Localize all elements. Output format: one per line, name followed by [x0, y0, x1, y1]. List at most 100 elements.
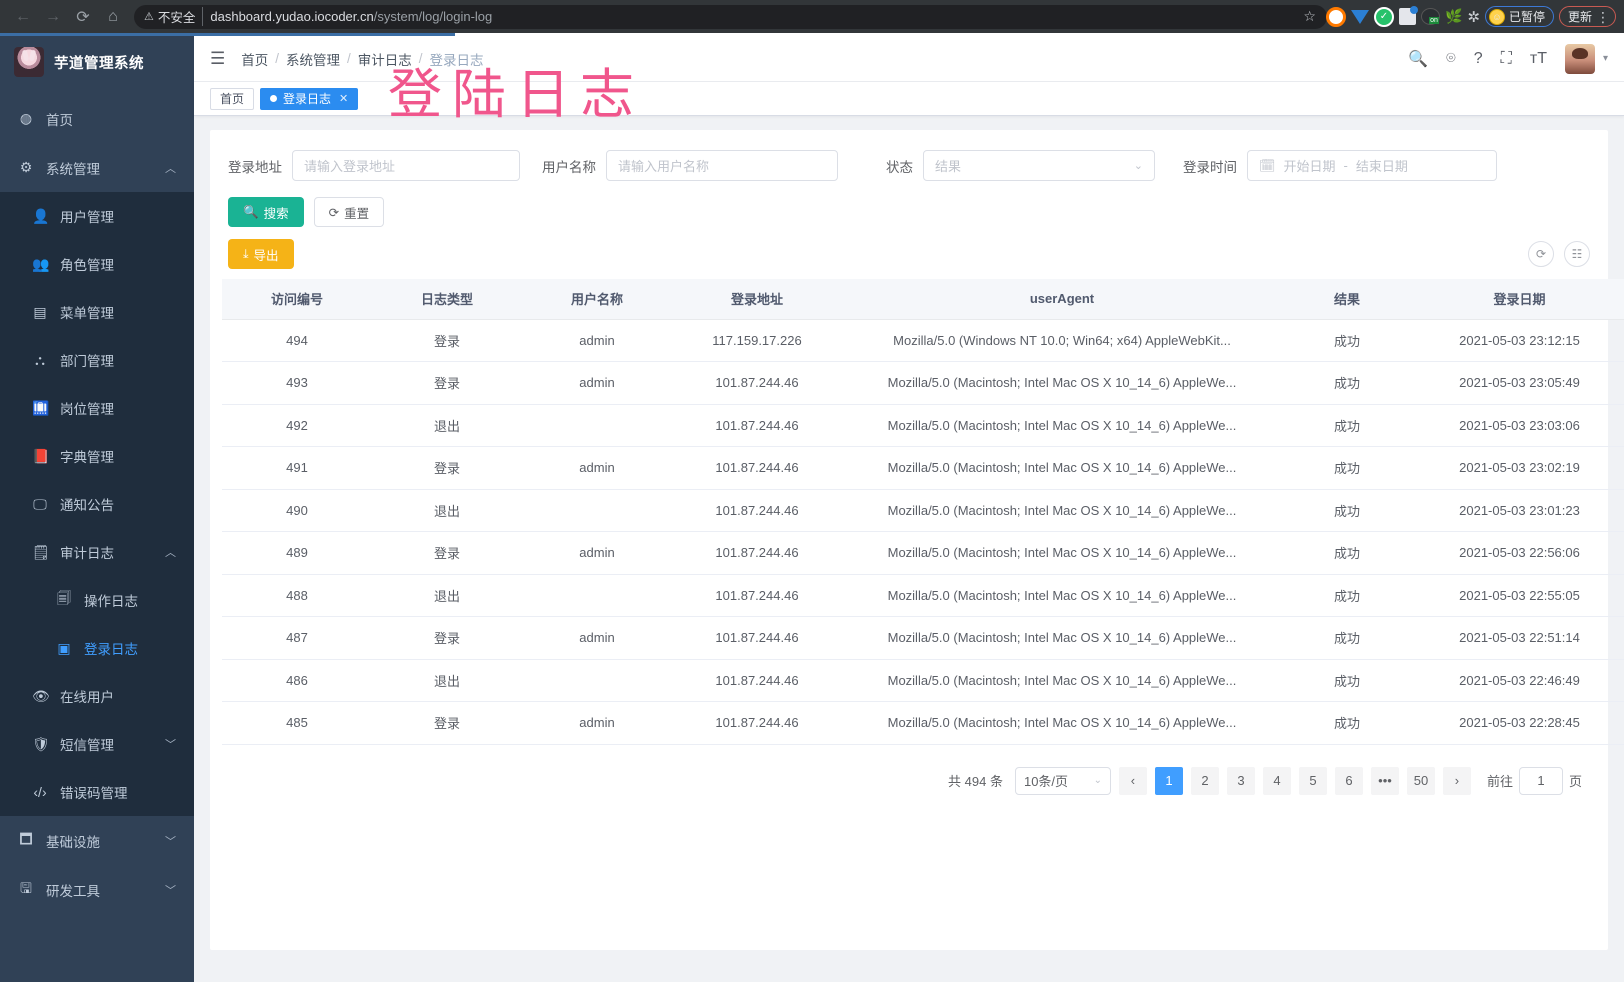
security-label: 不安全: [158, 7, 204, 26]
department-icon: ⛬: [35, 351, 45, 368]
sidebar-item-infrastructure[interactable]: 🗖 基础设施 ﹀: [0, 816, 194, 865]
page-size-select[interactable]: 10条/页 ⌄: [1014, 766, 1111, 795]
sidebar-item-label: 审计日志: [60, 546, 114, 561]
address-bar[interactable]: ⚠ 不安全 dashboard.yudao.iocoder.cn/system/…: [134, 4, 1328, 29]
extension-green-check-icon[interactable]: ✓: [1373, 6, 1394, 27]
sidebar-item-post-mgmt[interactable]: 🛄 岗位管理: [0, 384, 194, 432]
cell-result: 成功: [1282, 361, 1412, 405]
pagination-page-2[interactable]: 2: [1190, 766, 1219, 795]
pagination-page-1[interactable]: 1: [1154, 766, 1183, 795]
table-row[interactable]: 492 退出 101.87.244.46 Mozilla/5.0 (Macintosh…: [222, 404, 1624, 447]
cell-date: 2021-05-03 23:02:19: [1412, 446, 1624, 490]
login-time-label: 登录时间: [1183, 159, 1237, 175]
refresh-icon[interactable]: ⟳: [1528, 241, 1554, 267]
sidebar-item-online-user[interactable]: 👁 在线用户: [0, 672, 194, 720]
cell-date: 2021-05-03 22:28:45: [1412, 701, 1624, 745]
sidebar-item-home[interactable]: ◍ 首页: [0, 94, 194, 143]
table-tools-right: ⟳ ☷: [1528, 241, 1590, 267]
github-icon[interactable]: ⌾: [1446, 49, 1456, 67]
cell-type: 登录: [372, 531, 522, 575]
breadcrumb-item[interactable]: 首页: [241, 52, 269, 68]
sidebar-item-dev-tools[interactable]: 🖫 研发工具 ﹀: [0, 865, 194, 914]
pagination-page-4[interactable]: 4: [1262, 766, 1291, 795]
table-row[interactable]: 493 登录 admin 101.87.244.46 Mozilla/5.0 (Maci…: [222, 361, 1624, 405]
fullscreen-icon[interactable]: ⛶: [1500, 49, 1512, 67]
sidebar-item-login-log[interactable]: ▣ 登录日志: [0, 624, 194, 672]
extension-leaf-icon[interactable]: 🌿: [1444, 8, 1463, 24]
font-size-icon[interactable]: ᴛT: [1529, 49, 1547, 67]
pagination-next[interactable]: ›: [1442, 766, 1471, 795]
pagination-prev[interactable]: ‹: [1118, 766, 1147, 795]
extension-bluesquare-icon[interactable]: [1398, 6, 1418, 25]
sidebar-item-menu-mgmt[interactable]: ▤ 菜单管理: [0, 288, 194, 336]
sidebar-item-dept-mgmt[interactable]: ⛬ 部门管理: [0, 336, 194, 384]
date-separator: -: [1343, 158, 1348, 173]
help-icon[interactable]: ?: [1473, 49, 1483, 67]
breadcrumb-item[interactable]: 系统管理: [286, 52, 341, 68]
main-area: ☰ 首页 / 系统管理 / 审计日志 / 登录日志 🔍 ⌾ ? ⛶ ᴛT ▾: [194, 36, 1624, 982]
extension-diamond-icon[interactable]: [1350, 9, 1369, 24]
status-select[interactable]: 结果 ⌄: [923, 150, 1155, 181]
avatar[interactable]: [1564, 43, 1595, 74]
forward-arrow-icon[interactable]: →: [45, 7, 61, 25]
cell-user: [522, 574, 672, 617]
bookmark-star-icon[interactable]: ☆: [1303, 8, 1316, 24]
home-icon[interactable]: ⌂: [108, 7, 118, 25]
extensions-row: ✓ 🌿 ✲ ☺ 已暂停 更新 ⋮: [1325, 6, 1616, 27]
reset-button[interactable]: ⟳ 重置: [313, 197, 385, 227]
back-arrow-icon[interactable]: ←: [15, 7, 31, 25]
column-header-user: 用户名称: [522, 279, 672, 320]
tab-login-log[interactable]: 登录日志 ✕: [260, 87, 359, 110]
update-pill-button[interactable]: 更新 ⋮: [1558, 6, 1616, 27]
cell-id: 485: [222, 701, 372, 745]
pagination-page-6[interactable]: 6: [1334, 766, 1363, 795]
extension-orange-ring-icon[interactable]: [1325, 6, 1346, 27]
hamburger-icon[interactable]: ☰: [210, 48, 226, 68]
search-button[interactable]: 🔍 搜索: [228, 197, 304, 227]
export-button[interactable]: ⤓ 导出: [228, 239, 294, 269]
table-row[interactable]: 494 登录 admin 117.159.17.226 Mozilla/5.0 (Win…: [222, 319, 1624, 362]
search-icon[interactable]: 🔍: [1408, 50, 1429, 68]
sidebar-item-system[interactable]: ⚙ 系统管理 ︿: [0, 143, 194, 192]
pagination-ellipsis[interactable]: •••: [1370, 766, 1399, 795]
date-start-input[interactable]: 开始日期: [1283, 159, 1336, 174]
sidebar-item-operation-log[interactable]: 🗐 操作日志: [0, 576, 194, 624]
close-icon[interactable]: ✕: [339, 93, 349, 105]
login-time-daterange[interactable]: 🗓 开始日期 - 结束日期: [1247, 150, 1497, 181]
chevron-down-icon[interactable]: ▾: [1602, 53, 1608, 64]
table-row[interactable]: 490 退出 101.87.244.46 Mozilla/5.0 (Macintosh…: [222, 489, 1624, 532]
sidebar-item-audit-log[interactable]: 🗒 审计日志 ︿: [0, 528, 194, 576]
table-row[interactable]: 486 退出 101.87.244.46 Mozilla/5.0 (Macintosh…: [222, 659, 1624, 702]
username-input[interactable]: 请输入用户名称: [606, 150, 838, 181]
table-row[interactable]: 488 退出 101.87.244.46 Mozilla/5.0 (Macintosh…: [222, 574, 1624, 617]
brand[interactable]: 芋道管理系统: [0, 36, 194, 88]
columns-settings-icon[interactable]: ☷: [1564, 241, 1590, 267]
sidebar-item-role-mgmt[interactable]: 👥 角色管理: [0, 240, 194, 288]
sidebar-item-label: 菜单管理: [60, 306, 114, 321]
table-row[interactable]: 487 登录 admin 101.87.244.46 Mozilla/5.0 (Maci…: [222, 616, 1624, 660]
jump-page-input[interactable]: 1: [1518, 766, 1563, 795]
sidebar-item-error-code[interactable]: ‹/› 错误码管理: [0, 768, 194, 816]
table-row[interactable]: 489 登录 admin 101.87.244.46 Mozilla/5.0 (Maci…: [222, 531, 1624, 575]
sidebar-item-notice[interactable]: 🖵 通知公告: [0, 480, 194, 528]
paused-pill-button[interactable]: ☺ 已暂停: [1484, 6, 1554, 27]
extensions-puzzle-icon[interactable]: ✲: [1467, 8, 1480, 26]
date-end-input[interactable]: 结束日期: [1355, 159, 1408, 174]
tab-home[interactable]: 首页: [210, 87, 255, 110]
table-row[interactable]: 491 登录 admin 101.87.244.46 Mozilla/5.0 (Maci…: [222, 446, 1624, 490]
sidebar-item-user-mgmt[interactable]: 👤 用户管理: [0, 192, 194, 240]
pagination-last-page[interactable]: 50: [1406, 766, 1435, 795]
table-row[interactable]: 485 登录 admin 101.87.244.46 Mozilla/5.0 (Maci…: [222, 701, 1624, 745]
sidebar-item-sms-mgmt[interactable]: 🛡 短信管理 ﹀: [0, 720, 194, 768]
breadcrumb-item[interactable]: 审计日志: [357, 52, 412, 68]
pagination-page-5[interactable]: 5: [1298, 766, 1327, 795]
cell-addr: 101.87.244.46: [672, 361, 842, 405]
reload-icon[interactable]: ⟳: [76, 8, 90, 26]
browser-menu-icon[interactable]: ⋮: [1596, 8, 1610, 25]
login-address-input[interactable]: 请输入登录地址: [292, 150, 520, 181]
cell-addr: 101.87.244.46: [672, 531, 842, 575]
pagination-page-3[interactable]: 3: [1226, 766, 1255, 795]
sidebar-item-dict-mgmt[interactable]: 📕 字典管理: [0, 432, 194, 480]
extension-switchyomega-icon[interactable]: [1420, 8, 1440, 25]
